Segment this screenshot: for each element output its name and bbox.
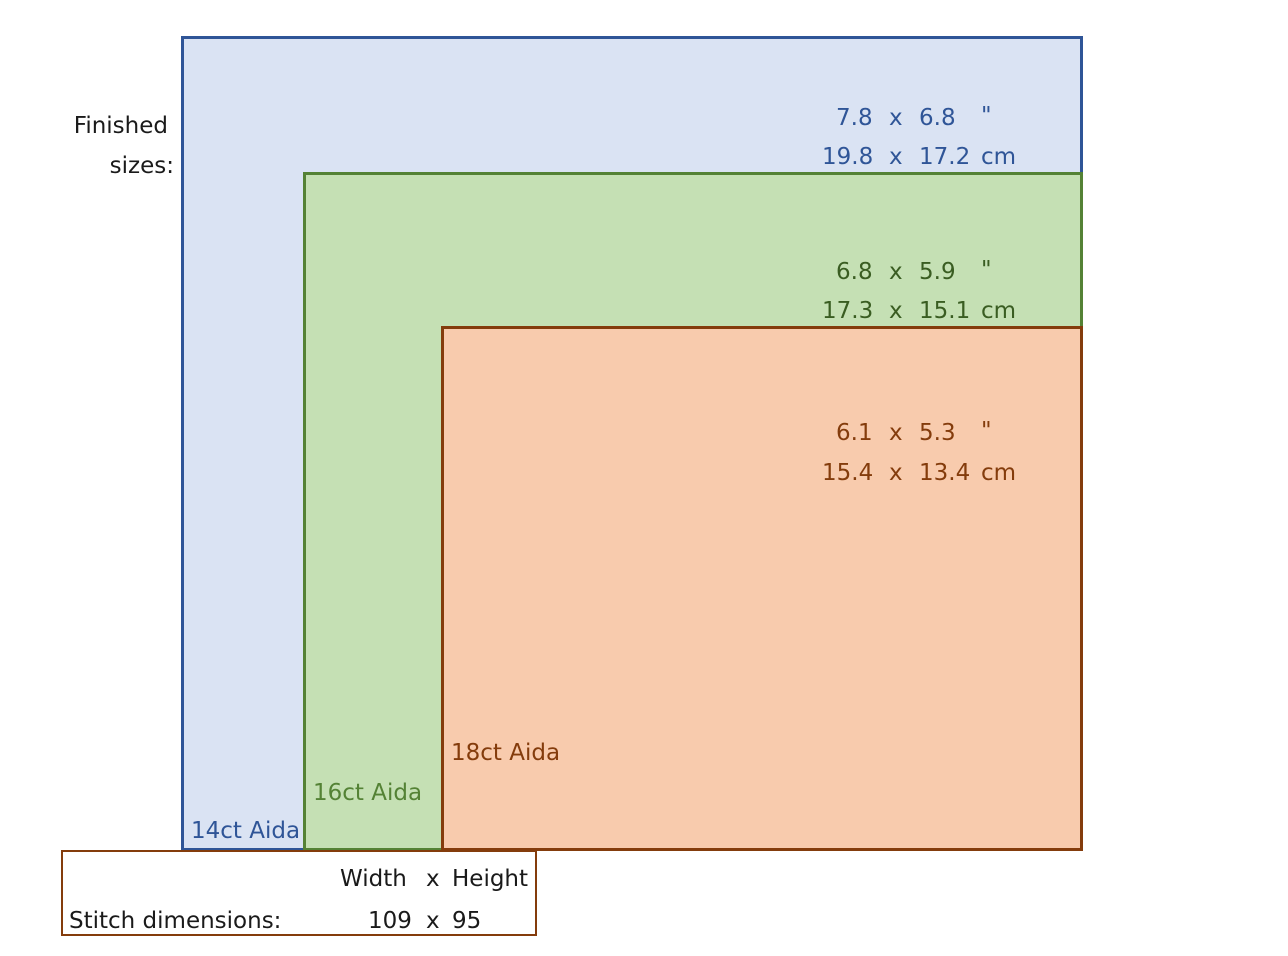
size-18ct-in-unit: " — [981, 418, 992, 444]
size-16ct-cm-h: 15.1 — [919, 298, 971, 324]
label-14ct-aida: 14ct Aida — [191, 818, 301, 844]
size-16ct-in-w: 6.8 — [836, 259, 873, 285]
size-14ct-cm-h: 17.2 — [919, 144, 971, 170]
box-18ct-aida — [441, 326, 1083, 851]
stitch-height-value: 95 — [452, 908, 482, 934]
size-16ct-cm-w: 17.3 — [822, 298, 874, 324]
size-18ct-in-w: 6.1 — [836, 420, 873, 446]
size-14ct-cm-unit: cm — [981, 144, 1017, 170]
finished-sizes-label: Finished sizes: — [40, 106, 174, 186]
size-14ct-in-w: 7.8 — [836, 105, 873, 131]
size-18ct-in-x: x — [889, 420, 903, 446]
size-16ct-in-x: x — [889, 259, 903, 285]
size-14ct-cm-w: 19.8 — [822, 144, 874, 170]
label-18ct-aida: 18ct Aida — [451, 740, 561, 766]
stitch-dimensions-label: Stitch dimensions: — [69, 908, 282, 934]
size-18ct-cm-unit: cm — [981, 460, 1017, 486]
stitch-header-height: Height — [452, 866, 529, 892]
size-16ct-in-h: 5.9 — [919, 259, 956, 285]
size-14ct-cm-x: x — [889, 144, 903, 170]
stitch-header-width: Width — [340, 866, 407, 892]
size-14ct-in-x: x — [889, 105, 903, 131]
size-18ct-cm-w: 15.4 — [822, 460, 874, 486]
finished-sizes-line1: Finished — [73, 113, 168, 139]
stitch-x: x — [426, 908, 440, 934]
size-16ct-cm-x: x — [889, 298, 903, 324]
size-18ct-cm-h: 13.4 — [919, 460, 971, 486]
stitch-dimensions-box: Width x Height Stitch dimensions: 109 x … — [61, 850, 537, 936]
stitch-header-x: x — [426, 866, 440, 892]
size-16ct-in-unit: " — [981, 257, 992, 283]
stitch-width-value: 109 — [368, 908, 412, 934]
size-14ct-in-h: 6.8 — [919, 105, 956, 131]
finished-sizes-line2: sizes: — [109, 153, 174, 179]
label-16ct-aida: 16ct Aida — [313, 780, 423, 806]
size-16ct-cm-unit: cm — [981, 298, 1017, 324]
size-18ct-cm-x: x — [889, 460, 903, 486]
size-14ct-in-unit: " — [981, 103, 992, 129]
size-18ct-in-h: 5.3 — [919, 420, 956, 446]
